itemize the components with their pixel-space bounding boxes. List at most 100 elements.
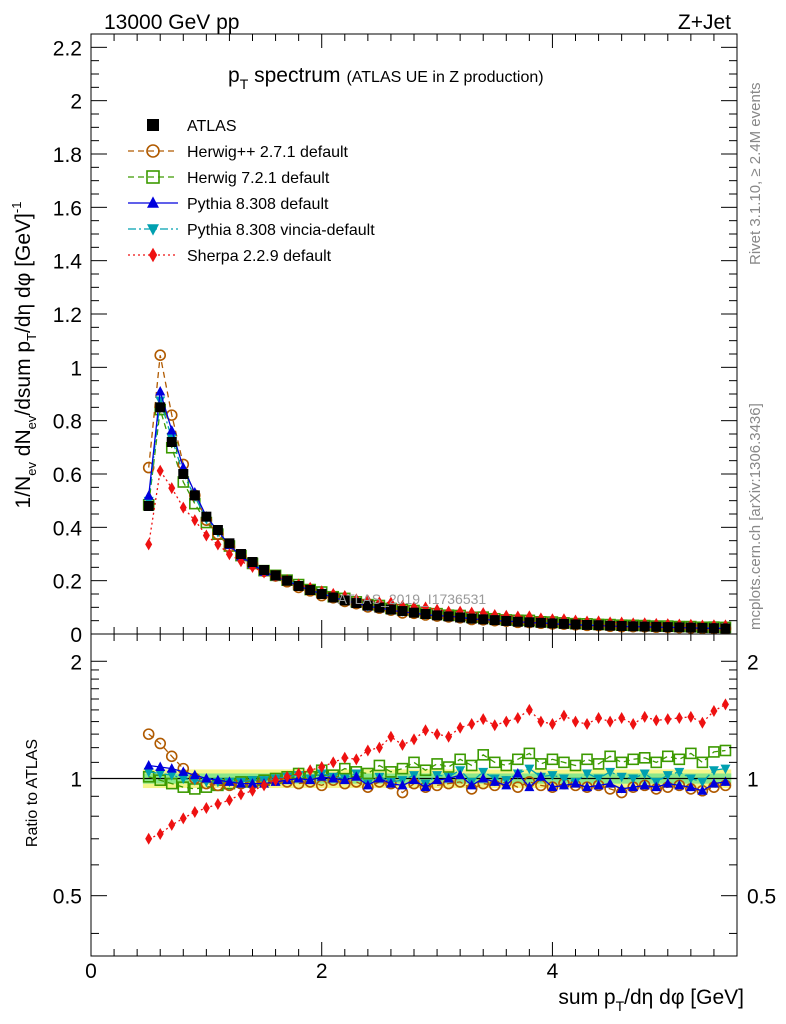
sherpa-2-2-9-default-ratio-point xyxy=(191,806,199,819)
legend-entry-sherpa-2-2-9-default: Sherpa 2.2.9 default xyxy=(128,247,332,265)
sherpa-2-2-9-default-ratio-point xyxy=(433,728,441,741)
pythia-8-308-vincia-default-ratio-point xyxy=(639,769,650,779)
pythia-8-308-default-ratio-point xyxy=(224,776,235,786)
herwig-7-2-1-default-ratio-point xyxy=(719,744,732,757)
sherpa-2-2-9-default-ratio-point xyxy=(525,703,533,716)
sherpa-2-2-9-default-ratio-point xyxy=(387,730,395,743)
herwig-7-2-1-default-ratio-point xyxy=(627,753,639,766)
herwig-7-2-1-default-ratio-point xyxy=(408,756,420,769)
pythia-8-308-default-ratio-point xyxy=(178,766,189,776)
y-tick-label: 0.8 xyxy=(53,411,82,434)
atlas-point xyxy=(651,621,662,632)
herwig-7-2-1-default-ratio-point xyxy=(685,747,697,760)
herwig-7-2-1-default-ratio-point xyxy=(592,758,605,770)
pythia-8-308-vincia-default-ratio-point xyxy=(628,774,639,784)
sherpa-2-2-9-default-point xyxy=(191,514,199,527)
atlas-point xyxy=(189,490,200,501)
legend-label: Herwig++ 2.7.1 default xyxy=(187,144,349,161)
pythia-8-308-vincia-default-ratio-point xyxy=(582,769,593,779)
herwig-7-2-1-default-ratio-point xyxy=(535,758,547,770)
atlas-point xyxy=(316,589,327,599)
pythia-8-308-default-ratio-point xyxy=(605,778,616,788)
sherpa-2-2-9-default-ratio-point xyxy=(687,710,695,723)
pythia-8-308-default-ratio-point xyxy=(351,771,362,781)
herwig-7-2-1-default-ratio-point xyxy=(419,764,432,777)
y-tick-label: 1.4 xyxy=(53,251,83,274)
atlas-point xyxy=(489,615,500,626)
atlas-point xyxy=(305,585,316,595)
herwig-2-7-1-default-point xyxy=(142,461,155,474)
y-ticks-ratio: 0.5 0.5 1 1 2 2 xyxy=(53,651,776,934)
atlas-point xyxy=(293,581,304,591)
herwig-2-7-1-default-ratio-point xyxy=(165,750,178,763)
herwig-7-2-1-default-ratio-point xyxy=(569,759,582,772)
atlas-point xyxy=(697,622,708,633)
pythia-8-308-default-ratio-point xyxy=(385,778,396,788)
legend-marker xyxy=(147,119,159,131)
pythia-8-308-default-ratio-point xyxy=(639,779,650,790)
pythia-8-308-vincia-default-ratio-point xyxy=(616,772,627,783)
pythia-8-308-default-ratio-point xyxy=(558,779,569,790)
sherpa-2-2-9-default-ratio-point xyxy=(202,801,210,814)
pythia-8-308-default-point xyxy=(155,385,166,396)
legend-marker xyxy=(147,224,159,236)
herwig-2-7-1-default-line-main xyxy=(148,355,726,630)
herwig-7-2-1-default-ratio-point xyxy=(385,766,397,778)
pythia-8-308-default-ratio-point xyxy=(166,763,177,773)
sherpa-2-2-9-default-ratio-point xyxy=(168,818,176,831)
atlas-point xyxy=(582,619,593,630)
herwig-7-2-1-default-ratio-point xyxy=(488,756,501,769)
sherpa-2-2-9-default-ratio-point xyxy=(560,709,568,722)
sherpa-2-2-9-default-ratio-point xyxy=(721,698,729,711)
sherpa-2-2-9-default-ratio-point xyxy=(341,751,349,764)
herwig-7-2-1-default-ratio-point xyxy=(581,753,593,766)
pythia-8-308-vincia-default-ratio-point xyxy=(178,774,189,784)
atlas-point xyxy=(143,501,154,511)
herwig-7-2-1-default-ratio-point xyxy=(373,759,386,772)
pythia-8-308-default-ratio-point xyxy=(535,771,546,781)
legend-entry-pythia-8-308-vincia-default: Pythia 8.308 vincia-default xyxy=(128,222,375,239)
ratio-tick-label-right: 0.5 xyxy=(747,886,776,909)
herwig-7-2-1-default-ratio-point xyxy=(546,753,559,766)
sherpa-2-2-9-default-ratio-point xyxy=(548,718,556,731)
pythia-8-308-default-ratio-point xyxy=(189,769,200,780)
analysis-watermark: ATLAS_2019_I1736531 xyxy=(338,591,487,607)
herwig-7-2-1-default-line-ratio xyxy=(148,749,726,790)
herwig-7-2-1-default-ratio-point xyxy=(661,750,674,763)
atlas-point xyxy=(512,616,523,627)
pythia-8-308-default-ratio-point xyxy=(489,776,500,786)
pythia-8-308-default-ratio-point xyxy=(374,772,385,783)
ratio-series-group xyxy=(142,698,732,845)
pythia-8-308-default-ratio-point xyxy=(247,778,258,788)
sherpa-2-2-9-default-point xyxy=(202,529,210,542)
y-tick-label: 0.4 xyxy=(53,517,83,540)
y-tick-label: 1 xyxy=(70,357,82,380)
herwig-7-2-1-default-ratio-point xyxy=(650,756,663,769)
pythia-8-308-vincia-default-ratio-point xyxy=(708,766,719,776)
pythia-8-308-default-point xyxy=(166,424,177,435)
pythia-8-308-default-ratio-point xyxy=(420,781,431,792)
herwig-7-2-1-default-ratio-point xyxy=(696,756,709,769)
pythia-8-308-default-ratio-point xyxy=(651,781,662,792)
pythia-8-308-default-ratio-point xyxy=(662,778,673,788)
atlas-point xyxy=(466,613,477,624)
legend-entry-herwig-2-7-1-default: Herwig++ 2.7.1 default xyxy=(128,144,349,161)
pythia-8-308-default-ratio-point xyxy=(201,772,212,783)
sherpa-2-2-9-default-ratio-point xyxy=(272,774,280,787)
pythia-8-308-vincia-default-ratio-point xyxy=(478,767,489,778)
atlas-point xyxy=(178,469,189,479)
pythia-8-308-default-point xyxy=(143,490,154,500)
pythia-8-308-default-ratio-point xyxy=(328,772,339,783)
sherpa-2-2-9-default-ratio-point xyxy=(537,715,545,728)
pythia-8-308-default-ratio-point xyxy=(362,779,373,790)
herwig-2-7-1-default-point xyxy=(154,349,167,362)
atlas-point xyxy=(385,604,396,615)
herwig-2-7-1-default-ratio-point xyxy=(512,781,524,793)
sherpa-2-2-9-default-ratio-point xyxy=(306,764,314,777)
pythia-8-308-default-ratio-point xyxy=(685,781,696,792)
y-tick-label: 1.2 xyxy=(53,304,82,327)
x-axis-label: sum pT/dη dφ [GeV] xyxy=(558,986,744,1014)
sherpa-2-2-9-default-point xyxy=(179,501,187,514)
ratio-tick-label-left: 2 xyxy=(70,651,82,674)
herwig-7-2-1-default-ratio-point xyxy=(523,747,536,760)
